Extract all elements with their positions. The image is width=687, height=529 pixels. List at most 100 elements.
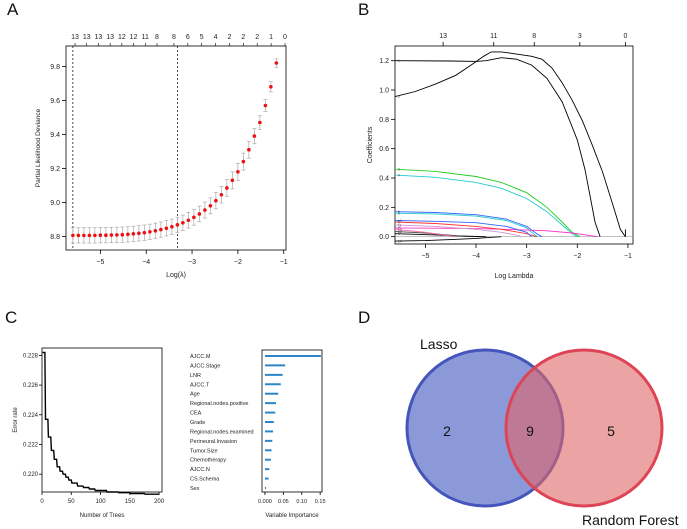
a-top-tick-label: 13 — [71, 34, 79, 41]
c-left-error-line — [42, 351, 160, 495]
b-coef-path — [394, 236, 502, 242]
a-deviance-point — [252, 134, 257, 138]
b-coef-path — [394, 211, 543, 238]
b-series-label: 1 — [398, 59, 400, 63]
c-right-category-label: AJCC.N — [190, 467, 210, 473]
a-top-tick-label: 13 — [83, 34, 91, 41]
c-right-category-label: CS.Schema — [190, 477, 220, 483]
c-left-y-axis-label: Error rate — [13, 407, 19, 433]
a-deviance-point — [269, 85, 273, 89]
c-right-category-label: AJCC.T — [190, 382, 210, 388]
d-random-forest-circle — [504, 348, 664, 508]
c-right-category-label: Perineural.Invasion — [190, 439, 237, 445]
a-deviance-point — [192, 215, 196, 220]
a-y-tick-label: 9.6 — [50, 98, 60, 105]
a-deviance-point — [93, 233, 97, 238]
b-coef-path — [394, 51, 626, 237]
c-right-x-tick-label: 0.15 — [315, 499, 326, 505]
b-series-label: 2 — [398, 95, 400, 99]
c-right-x-tick-label: 0.000 — [258, 499, 272, 505]
c-left-y-tick-label: 0.220 — [23, 472, 39, 478]
c-right-category-label: Sex — [190, 486, 200, 492]
a-top-tick-label: 2 — [255, 34, 259, 41]
a-deviance-point — [153, 228, 158, 233]
a-deviance-point — [219, 192, 224, 197]
a-deviance-point — [203, 208, 207, 212]
d-intersection-count: 9 — [526, 423, 534, 439]
b-x-tick-label: −5 — [421, 253, 429, 260]
b-top-tick-label: 8 — [532, 33, 536, 40]
a-plot-frame — [65, 45, 287, 251]
c-right-x-tick-label: 0.10 — [296, 499, 307, 505]
b-coef-path — [394, 224, 522, 238]
a-deviance-point — [120, 232, 125, 237]
b-series-label: 7 — [398, 226, 400, 230]
c-right-category-label: Regional.nodes.examined — [190, 429, 254, 435]
a-deviance-point — [87, 233, 92, 238]
a-deviance-point — [109, 233, 114, 237]
b-x-tick-label: −2 — [573, 253, 581, 260]
b-series-label: 6 — [398, 212, 400, 216]
c-left-x-axis-label: Number of Trees — [80, 513, 125, 519]
c-right-category-label: LNR — [190, 373, 201, 379]
b-series-label: 11 — [398, 223, 402, 227]
a-x-tick-label: −3 — [188, 259, 196, 266]
a-x-tick-label: −1 — [280, 259, 288, 266]
b-coef-path — [394, 227, 598, 238]
a-deviance-point — [131, 232, 136, 236]
b-series-label: 12 — [398, 230, 402, 234]
a-deviance-point — [208, 204, 213, 208]
a-x-tick-label: −4 — [142, 259, 150, 266]
a-top-tick-label: 13 — [106, 34, 114, 41]
b-y-tick-label: 0.4 — [379, 176, 389, 183]
c-right-category-label: CEA — [190, 411, 202, 417]
a-top-tick-label: 5 — [200, 34, 204, 41]
a-top-tick-label: 6 — [186, 34, 190, 41]
b-y-tick-label: 0.2 — [379, 205, 389, 212]
a-deviance-point — [236, 170, 240, 174]
c-left-x-tick-label: 200 — [154, 499, 165, 505]
c-right-plot-frame — [261, 349, 323, 493]
b-series-label: 13 — [398, 228, 402, 232]
a-deviance-point — [186, 218, 191, 223]
a-y-tick-label: 9.2 — [50, 166, 60, 173]
b-top-tick-label: 3 — [578, 33, 582, 40]
c-right-category-label: AJCC.M — [190, 354, 211, 360]
a-top-tick-label: 13 — [95, 34, 103, 41]
a-top-tick-label: 4 — [214, 34, 218, 41]
a-top-tick-label: 12 — [130, 34, 138, 41]
b-x-tick-label: −4 — [472, 253, 480, 260]
a-x-axis-label: Log(λ) — [166, 272, 186, 279]
b-y-tick-label: 0.8 — [379, 117, 389, 124]
a-deviance-point — [225, 186, 229, 190]
c-left-x-tick-label: 0 — [40, 499, 44, 505]
b-coef-path — [394, 168, 581, 238]
b-y-tick-label: 1.2 — [379, 58, 389, 65]
b-series-label: 4 — [398, 174, 400, 178]
a-top-tick-label: 8 — [172, 34, 176, 41]
b-top-tick-label: 13 — [439, 33, 447, 40]
a-top-tick-label: 11 — [142, 34, 149, 41]
c-right-category-label: Tumor.Size — [190, 448, 218, 454]
b-y-tick-label: 1.0 — [379, 88, 389, 95]
b-y-tick-label: 0.6 — [379, 146, 389, 153]
a-deviance-point — [137, 231, 141, 236]
b-y-axis-label: Coefficients — [367, 126, 374, 163]
d-random-forest-label: Random Forest — [582, 512, 679, 528]
a-deviance-point — [76, 233, 81, 238]
c-right-category-label: AJCC.Stage — [190, 363, 220, 369]
b-plot-frame — [394, 45, 634, 245]
a-deviance-point — [148, 230, 152, 234]
b-series-label: 5 — [398, 210, 400, 214]
c-right-category-label: Age — [190, 392, 200, 398]
a-deviance-point — [164, 226, 169, 231]
b-series-label: 9 — [398, 221, 400, 225]
b-coef-path — [394, 228, 456, 238]
panel-letter-a: A — [7, 0, 19, 19]
a-top-tick-label: 1 — [269, 34, 273, 41]
b-coef-path — [394, 174, 578, 238]
a-top-tick-label: 0 — [283, 34, 287, 41]
b-x-tick-label: −1 — [624, 253, 632, 260]
c-left-y-tick-label: 0.222 — [23, 442, 39, 448]
